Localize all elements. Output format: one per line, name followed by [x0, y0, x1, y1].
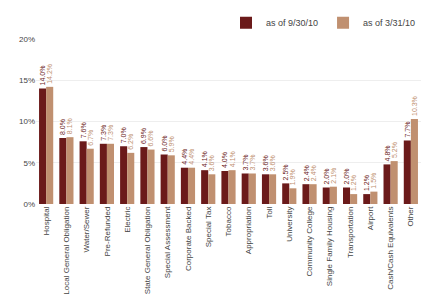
svg-text:2.5%: 2.5% — [282, 164, 289, 180]
svg-text:State General Obligation: State General Obligation — [143, 207, 152, 295]
svg-text:4.4%: 4.4% — [188, 149, 195, 165]
svg-text:Electric: Electric — [123, 207, 132, 233]
svg-text:University: University — [285, 207, 294, 242]
svg-text:Pre-Refunded: Pre-Refunded — [103, 207, 112, 257]
svg-text:7.7%: 7.7% — [404, 122, 411, 138]
svg-text:20%: 20% — [19, 35, 35, 44]
svg-text:4.4%: 4.4% — [181, 149, 188, 165]
svg-text:5%: 5% — [23, 159, 35, 168]
svg-text:Other: Other — [406, 206, 415, 226]
svg-text:2.0%: 2.0% — [323, 169, 330, 185]
svg-text:Special Assessment: Special Assessment — [163, 206, 172, 278]
svg-text:2.0%: 2.0% — [343, 169, 350, 185]
svg-text:10.3%: 10.3% — [411, 96, 418, 116]
svg-text:0%: 0% — [23, 200, 35, 209]
svg-text:4.1%: 4.1% — [229, 151, 236, 167]
svg-text:Community College: Community College — [305, 206, 314, 276]
svg-text:Cash/Cash Equivalents: Cash/Cash Equivalents — [386, 207, 395, 290]
svg-text:14.2%: 14.2% — [46, 64, 53, 84]
svg-text:1.2%: 1.2% — [363, 175, 370, 191]
svg-text:7.6%: 7.6% — [80, 122, 87, 138]
svg-text:7.3%: 7.3% — [100, 125, 107, 141]
svg-text:6.7%: 6.7% — [87, 130, 94, 146]
svg-text:2.4%: 2.4% — [303, 165, 310, 181]
svg-text:5.9%: 5.9% — [168, 136, 175, 152]
svg-text:Airport: Airport — [366, 206, 375, 230]
svg-text:Corporate Backed: Corporate Backed — [184, 207, 193, 271]
svg-text:Single Family Housing: Single Family Housing — [325, 207, 334, 287]
svg-text:4.1%: 4.1% — [201, 151, 208, 167]
svg-text:7.3%: 7.3% — [107, 125, 114, 141]
svg-text:1.9%: 1.9% — [289, 169, 296, 185]
svg-text:15%: 15% — [19, 76, 35, 85]
svg-text:Toll: Toll — [265, 206, 274, 218]
svg-text:14.0%: 14.0% — [39, 66, 46, 86]
svg-text:as of 3/31/10: as of 3/31/10 — [363, 18, 415, 28]
svg-text:6.2%: 6.2% — [127, 134, 134, 150]
svg-text:Appropriation: Appropriation — [244, 207, 253, 255]
svg-text:6.9%: 6.9% — [140, 128, 147, 144]
svg-text:4.8%: 4.8% — [384, 145, 391, 161]
svg-text:Tobacco: Tobacco — [224, 206, 233, 236]
svg-text:as of 9/30/10: as of 9/30/10 — [266, 18, 318, 28]
svg-text:Special Tax: Special Tax — [204, 207, 213, 248]
svg-text:2.1%: 2.1% — [330, 168, 337, 184]
svg-text:1.2%: 1.2% — [350, 175, 357, 191]
svg-text:8.0%: 8.0% — [59, 119, 66, 135]
svg-text:Local General Obligation: Local General Obligation — [62, 207, 71, 295]
svg-text:8.1%: 8.1% — [66, 118, 73, 134]
svg-text:2.4%: 2.4% — [310, 165, 317, 181]
svg-text:3.6%: 3.6% — [269, 155, 276, 171]
svg-text:Water/Sewer: Water/Sewer — [82, 206, 91, 252]
svg-text:3.7%: 3.7% — [249, 155, 256, 171]
svg-text:4.0%: 4.0% — [221, 152, 228, 168]
svg-text:3.7%: 3.7% — [242, 155, 249, 171]
svg-text:3.6%: 3.6% — [262, 155, 269, 171]
svg-text:1.5%: 1.5% — [370, 173, 377, 189]
svg-text:6.6%: 6.6% — [147, 131, 154, 147]
svg-text:7.0%: 7.0% — [120, 127, 127, 143]
svg-text:10%: 10% — [19, 117, 35, 126]
svg-text:3.6%: 3.6% — [208, 155, 215, 171]
svg-text:Hospital: Hospital — [42, 206, 51, 235]
svg-text:6.0%: 6.0% — [161, 136, 168, 152]
svg-text:5.2%: 5.2% — [391, 142, 398, 158]
svg-text:Transportation: Transportation — [346, 207, 355, 258]
